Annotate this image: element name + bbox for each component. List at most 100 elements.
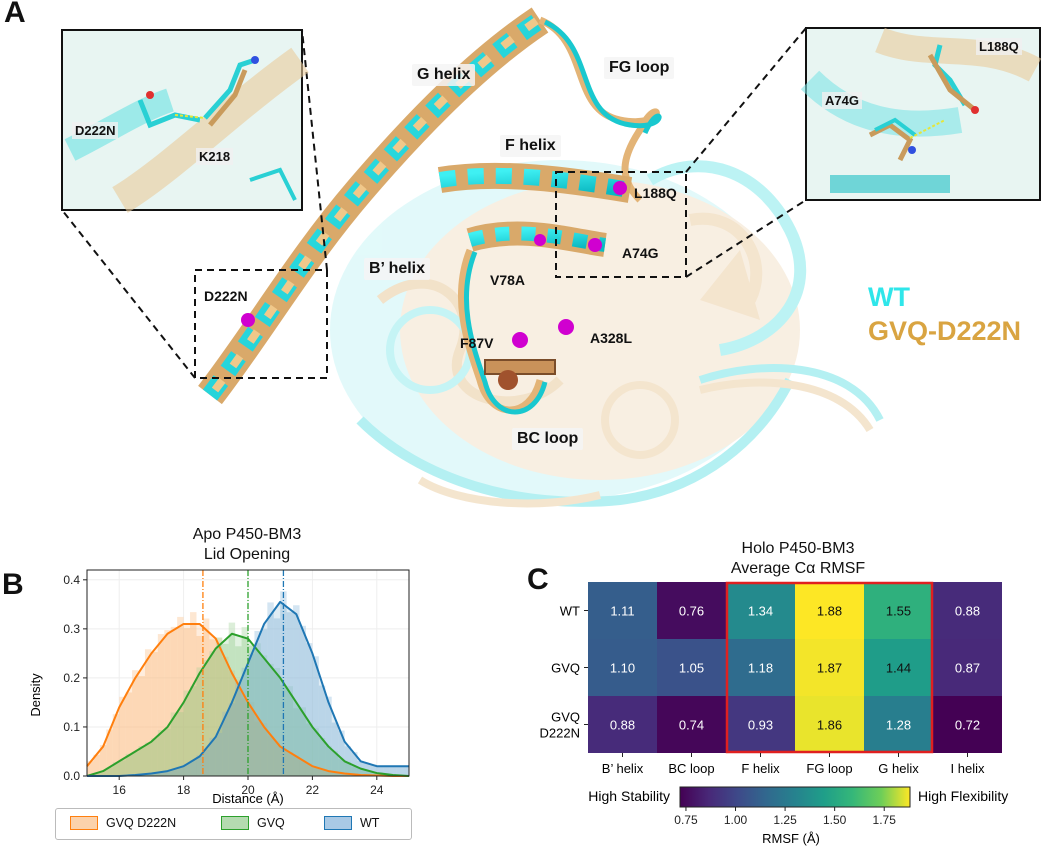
colorbar-right-label: High Flexibility [918,788,1008,804]
chart-b-hist-bar-wt [164,770,171,776]
chart-b-hist-bar-gvq [170,712,178,776]
heatmap-value-r0-c0: 1.11 [610,604,634,619]
inset-right-image [800,27,1042,201]
chart-b-mean-lines [202,570,285,776]
heatmap-cell-r0-c2 [726,582,795,639]
chart-b-hist-bar-gvq [112,762,120,776]
f-helix-ribbon [437,162,633,203]
chart-b-hist-bar-wt [241,667,248,776]
heatmap-value-r1-c4: 1.44 [886,661,911,676]
chart-b-hist-bar-gvq-d222n [112,714,120,776]
chart-b-hist-bar-wt [305,643,313,776]
chart-b-hist-bar-gvq-d222n [87,761,94,776]
chart-b-xtick-label-0: 16 [113,783,127,797]
heatmap-cells [588,582,1002,753]
chart-b-hist-bar-gvq [164,728,171,776]
bc-loop-label: BC loop [512,428,584,450]
chart-b-hist-bar-wt [389,766,397,776]
heatmap-cell-r2-c1 [657,696,726,753]
chart-b-ytick-label-0: 0.0 [63,769,80,783]
lid-opening-density-chart: 16 18 20 22 24 0.00.10.20.30.4 Distance (Å) … [28,569,410,806]
heatmap-cell-r0-c0 [588,582,657,639]
heatmap-cell-r0-c3 [795,582,864,639]
g-helix-label: G helix [412,64,476,86]
mutation-label-f87v: F87V [460,335,494,351]
chart-b-hist-bar-gvq [144,742,152,776]
chart-b-hist-bar-wt [383,765,390,776]
chart-b-hist-bar-gvq-d222n [144,649,152,776]
heatmap-value-r2-c4: 1.28 [886,718,911,733]
chart-b-x-ticks: 16 18 20 22 24 [113,776,384,797]
heatmap-cell-r0-c5 [933,582,1002,639]
heatmap-cell-r2-c4 [864,696,933,753]
colorbar-tick-label-4: 1.75 [873,813,897,827]
protein-structure-render [61,7,1042,508]
chart-b-hist-bar-gvq-d222n [106,729,113,776]
mutation-label-v78a: V78A [490,272,526,288]
legend-swatch-gvq-d222n [70,816,98,830]
chart-b-hist-bar-gvq-d222n [138,676,145,776]
chart-b-y-ticks: 0.0 0.1 0.2 0.3 0.4 [63,573,87,783]
chart-b-legend: GVQ D222N GVQ WT [55,808,412,840]
rmsf-heatmap: 1.11 0.76 1.34 1.88 1.55 0.88 1.10 1.05 1.18 1.87… [540,581,1008,846]
chart-b-ytick-label-2: 0.2 [63,671,80,685]
l188q-zoom-box [555,171,687,278]
heatmap-value-labels: 1.11 0.76 1.34 1.88 1.55 0.88 1.10 1.05 1.18 1.87… [610,604,980,733]
chart-b-hist-bar-gvq-d222n [93,754,100,776]
heatmap-highlight-box [725,581,934,754]
chart-b-hist-bar-wt [157,772,165,776]
heatmap-value-r1-c1: 1.05 [679,661,704,676]
heatmap-value-r0-c2: 1.34 [748,604,773,619]
inset-left-k218-label: K218 [196,148,234,165]
chart-b-hist-bar-wt [177,766,184,776]
chart-b-hist-bar-wt [402,766,409,776]
bc-loop-ribbon [457,248,544,414]
chart-b-hist-bar-gvq-d222n [157,634,165,776]
chart-c-title-line1: Holo P450-BM3 [741,540,855,557]
heatmap-value-r0-c1: 0.76 [679,604,704,619]
mutation-label-a74g: A74G [622,245,659,261]
chart-b-xtick-label-1: 18 [177,783,191,797]
chart-b-hist-bar-wt [196,755,203,776]
d222n-zoom-box [194,269,328,379]
colorbar-tick-label-3: 1.50 [823,813,847,827]
chart-b-histograms [87,591,409,776]
panel-a-letter: A [4,0,26,29]
heme-group [484,359,556,375]
chart-b-hist-bar-wt [144,773,152,776]
colorbar-tick-label-1: 1.00 [724,813,748,827]
legend-label-wt: WT [360,816,380,830]
chart-b-hist-bar-wt [351,752,358,776]
chart-b-hist-bar-gvq-d222n [151,652,158,776]
legend-gvq-d222n: GVQ-D222N [868,316,1022,346]
heatmap-value-r2-c0: 0.88 [610,718,635,733]
chart-b-hist-bar-gvq [215,637,223,776]
heatmap-col-label-3: FG loop [806,761,852,776]
heatmap-value-r1-c5: 0.87 [955,661,980,676]
heatmap-value-r2-c5: 0.72 [955,718,980,733]
chart-b-hist-bar-wt [209,737,216,776]
heatmap-row-label-0-0: WT [560,604,580,619]
chart-b-hist-bar-gvq-d222n [132,670,139,776]
chart-b-hist-bar-gvq [202,659,210,776]
mutation-label-a328l: A328L [590,330,633,346]
chart-b-hist-bar-wt [235,682,242,776]
chart-b-hist-bar-wt [273,618,281,776]
chart-b-hist-bar-wt [222,711,229,776]
heatmap-row-label-1-0: GVQ [551,661,580,676]
chart-b-hist-bar-gvq [183,690,191,776]
chart-b-hist-bar-wt [325,696,332,776]
legend-item-gvq: GVQ [221,816,285,830]
legend-item-gvq-d222n: GVQ D222N [70,816,176,830]
heatmap-cell-r2-c2 [726,696,795,753]
colorbar-left-label: High Stability [588,788,670,804]
heatmap-value-r2-c3: 1.86 [817,718,842,733]
chart-b-hist-bar-wt [254,630,261,776]
heatmap-cell-r1-c1 [657,639,726,696]
chart-c-title-line2: Average Cα RMSF [730,560,866,577]
chart-b-ytick-label-4: 0.4 [63,573,80,587]
chart-b-hist-bar-wt [370,764,377,776]
heatmap-cell-r1-c0 [588,639,657,696]
heatmap-col-label-2: F helix [741,761,780,776]
